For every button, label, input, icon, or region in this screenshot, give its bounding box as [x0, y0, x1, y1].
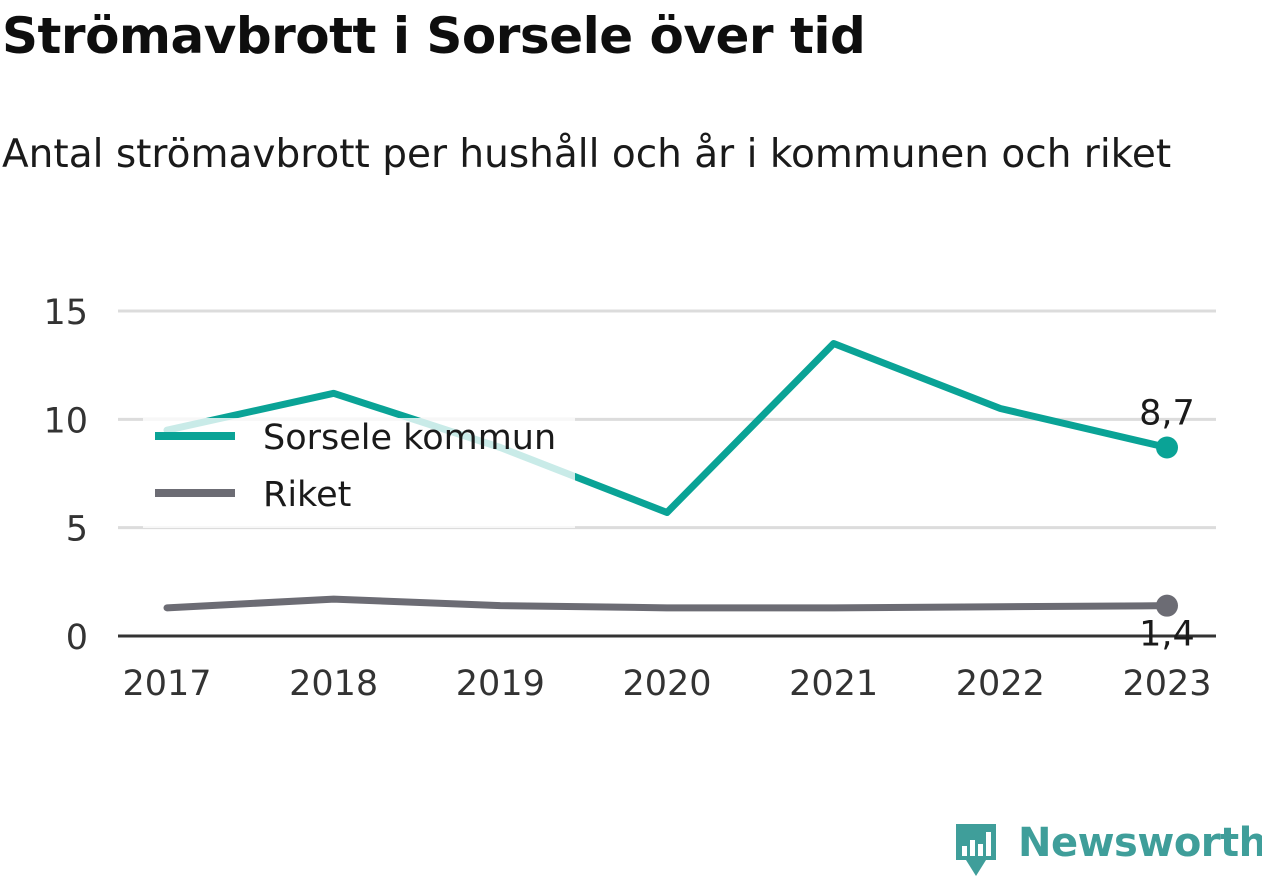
legend-label: Sorsele kommun: [263, 418, 556, 458]
end-value-label: 8,7: [1139, 394, 1195, 434]
x-tick-label: 2022: [956, 664, 1045, 704]
y-tick-label: 0: [66, 618, 88, 658]
newsworthy-logo[interactable]: Newsworthy: [952, 820, 1262, 880]
x-tick-label: 2023: [1122, 664, 1211, 704]
y-tick-label: 5: [66, 510, 88, 550]
newsworthy-logo-icon: [952, 820, 1000, 878]
y-tick-label: 15: [43, 293, 88, 333]
end-marker: [1156, 595, 1178, 617]
brand-name: Newsworthy: [1018, 820, 1262, 866]
x-tick-label: 2018: [289, 664, 378, 704]
series-line: [167, 599, 1167, 608]
x-tick-label: 2021: [789, 664, 878, 704]
x-tick-label: 2017: [122, 664, 211, 704]
x-tick-label: 2019: [456, 664, 545, 704]
x-tick-label: 2020: [622, 664, 711, 704]
end-value-label: 1,4: [1139, 615, 1195, 655]
end-marker: [1156, 437, 1178, 459]
legend-label: Riket: [263, 475, 351, 515]
y-tick-label: 10: [43, 401, 88, 441]
